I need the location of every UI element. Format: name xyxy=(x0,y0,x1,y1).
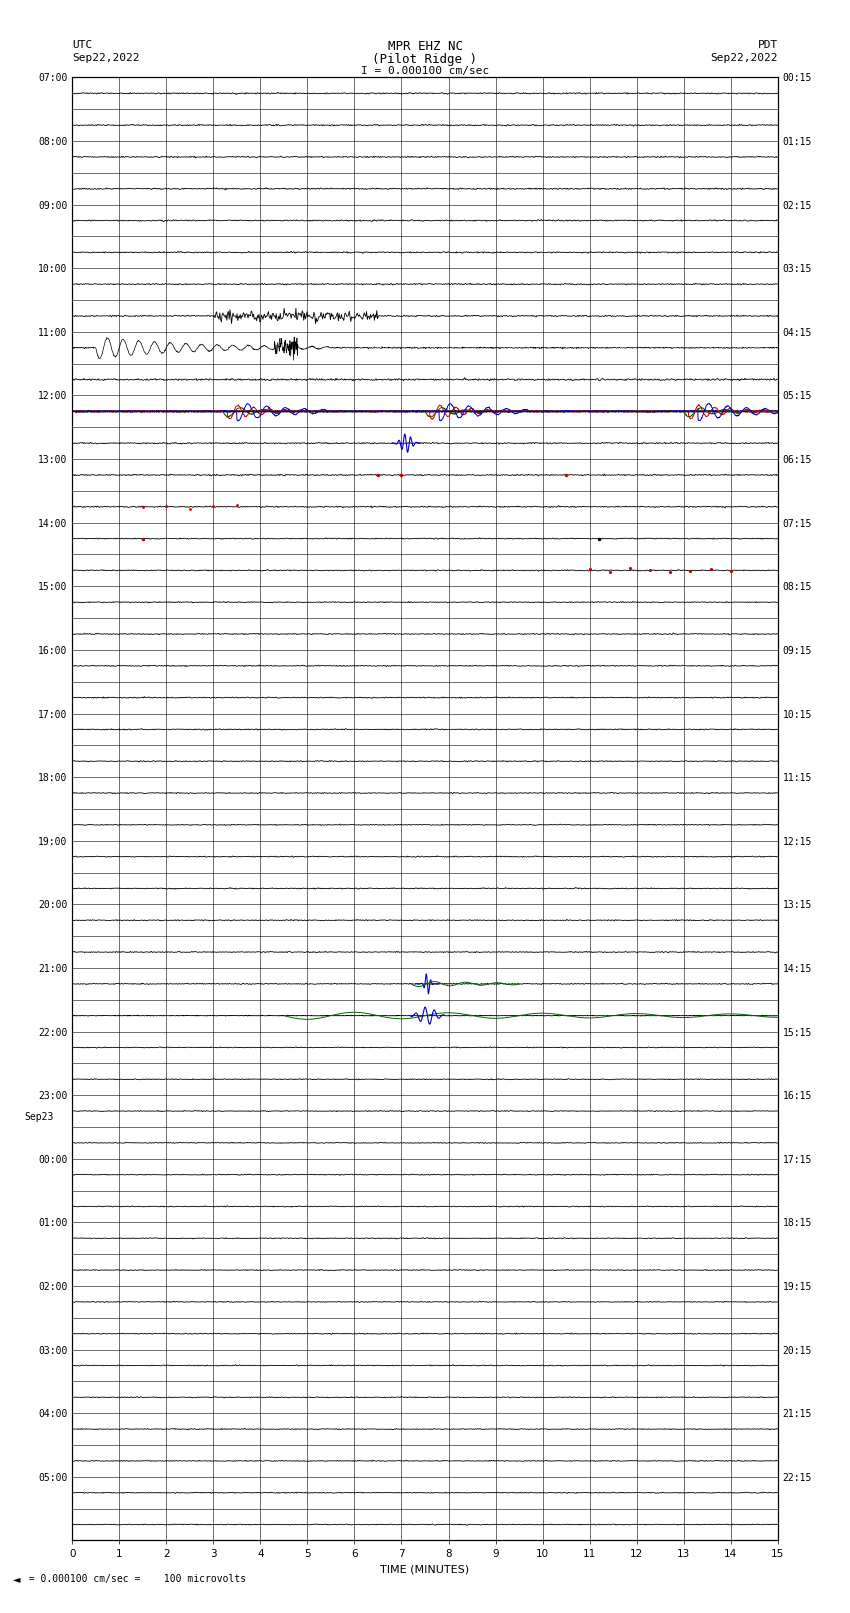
Text: = 0.000100 cm/sec =    100 microvolts: = 0.000100 cm/sec = 100 microvolts xyxy=(17,1574,246,1584)
Text: PDT: PDT xyxy=(757,40,778,50)
X-axis label: TIME (MINUTES): TIME (MINUTES) xyxy=(381,1565,469,1574)
Text: Sep22,2022: Sep22,2022 xyxy=(711,53,778,63)
Text: Sep23: Sep23 xyxy=(25,1113,54,1123)
Text: UTC: UTC xyxy=(72,40,93,50)
Text: ◄: ◄ xyxy=(13,1574,20,1584)
Text: MPR EHZ NC: MPR EHZ NC xyxy=(388,40,462,53)
Text: (Pilot Ridge ): (Pilot Ridge ) xyxy=(372,53,478,66)
Text: Sep22,2022: Sep22,2022 xyxy=(72,53,139,63)
Text: I = 0.000100 cm/sec: I = 0.000100 cm/sec xyxy=(361,66,489,76)
